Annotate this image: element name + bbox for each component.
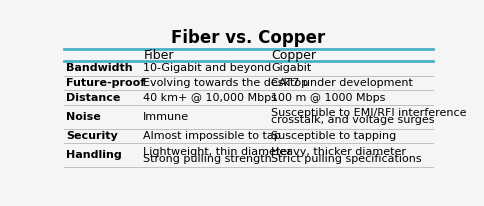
- Text: CAT7 under development: CAT7 under development: [271, 78, 412, 88]
- Text: Strong pulling strength: Strong pulling strength: [143, 153, 272, 164]
- Text: 100 m @ 1000 Mbps: 100 m @ 1000 Mbps: [271, 93, 385, 103]
- Text: Susceptible to EMI/RFI interference: Susceptible to EMI/RFI interference: [271, 109, 466, 118]
- Text: Susceptible to tapping: Susceptible to tapping: [271, 131, 395, 141]
- Text: Evolving towards the desktop: Evolving towards the desktop: [143, 78, 308, 88]
- Text: Future-proof: Future-proof: [66, 78, 145, 88]
- Text: crosstalk, and voltage surges: crosstalk, and voltage surges: [271, 115, 434, 125]
- Text: Handling: Handling: [66, 150, 122, 160]
- Text: Noise: Noise: [66, 112, 101, 122]
- Text: Distance: Distance: [66, 93, 121, 103]
- Text: Copper: Copper: [271, 49, 316, 62]
- Text: 40 km+ @ 10,000 Mbps: 40 km+ @ 10,000 Mbps: [143, 93, 277, 103]
- Text: Heavy, thicker diameter: Heavy, thicker diameter: [271, 147, 405, 157]
- Text: Almost impossible to tap: Almost impossible to tap: [143, 131, 281, 141]
- Text: Security: Security: [66, 131, 118, 141]
- Text: Fiber: Fiber: [143, 49, 173, 62]
- Text: Bandwidth: Bandwidth: [66, 63, 133, 73]
- Text: Lightweight, thin diameter: Lightweight, thin diameter: [143, 147, 291, 157]
- Text: Immune: Immune: [143, 112, 189, 122]
- Text: 10-Gigabit and beyond: 10-Gigabit and beyond: [143, 63, 271, 73]
- Text: Fiber vs. Copper: Fiber vs. Copper: [171, 29, 325, 47]
- Text: Gigabit: Gigabit: [271, 63, 311, 73]
- Text: Strict pulling specifications: Strict pulling specifications: [271, 153, 421, 164]
